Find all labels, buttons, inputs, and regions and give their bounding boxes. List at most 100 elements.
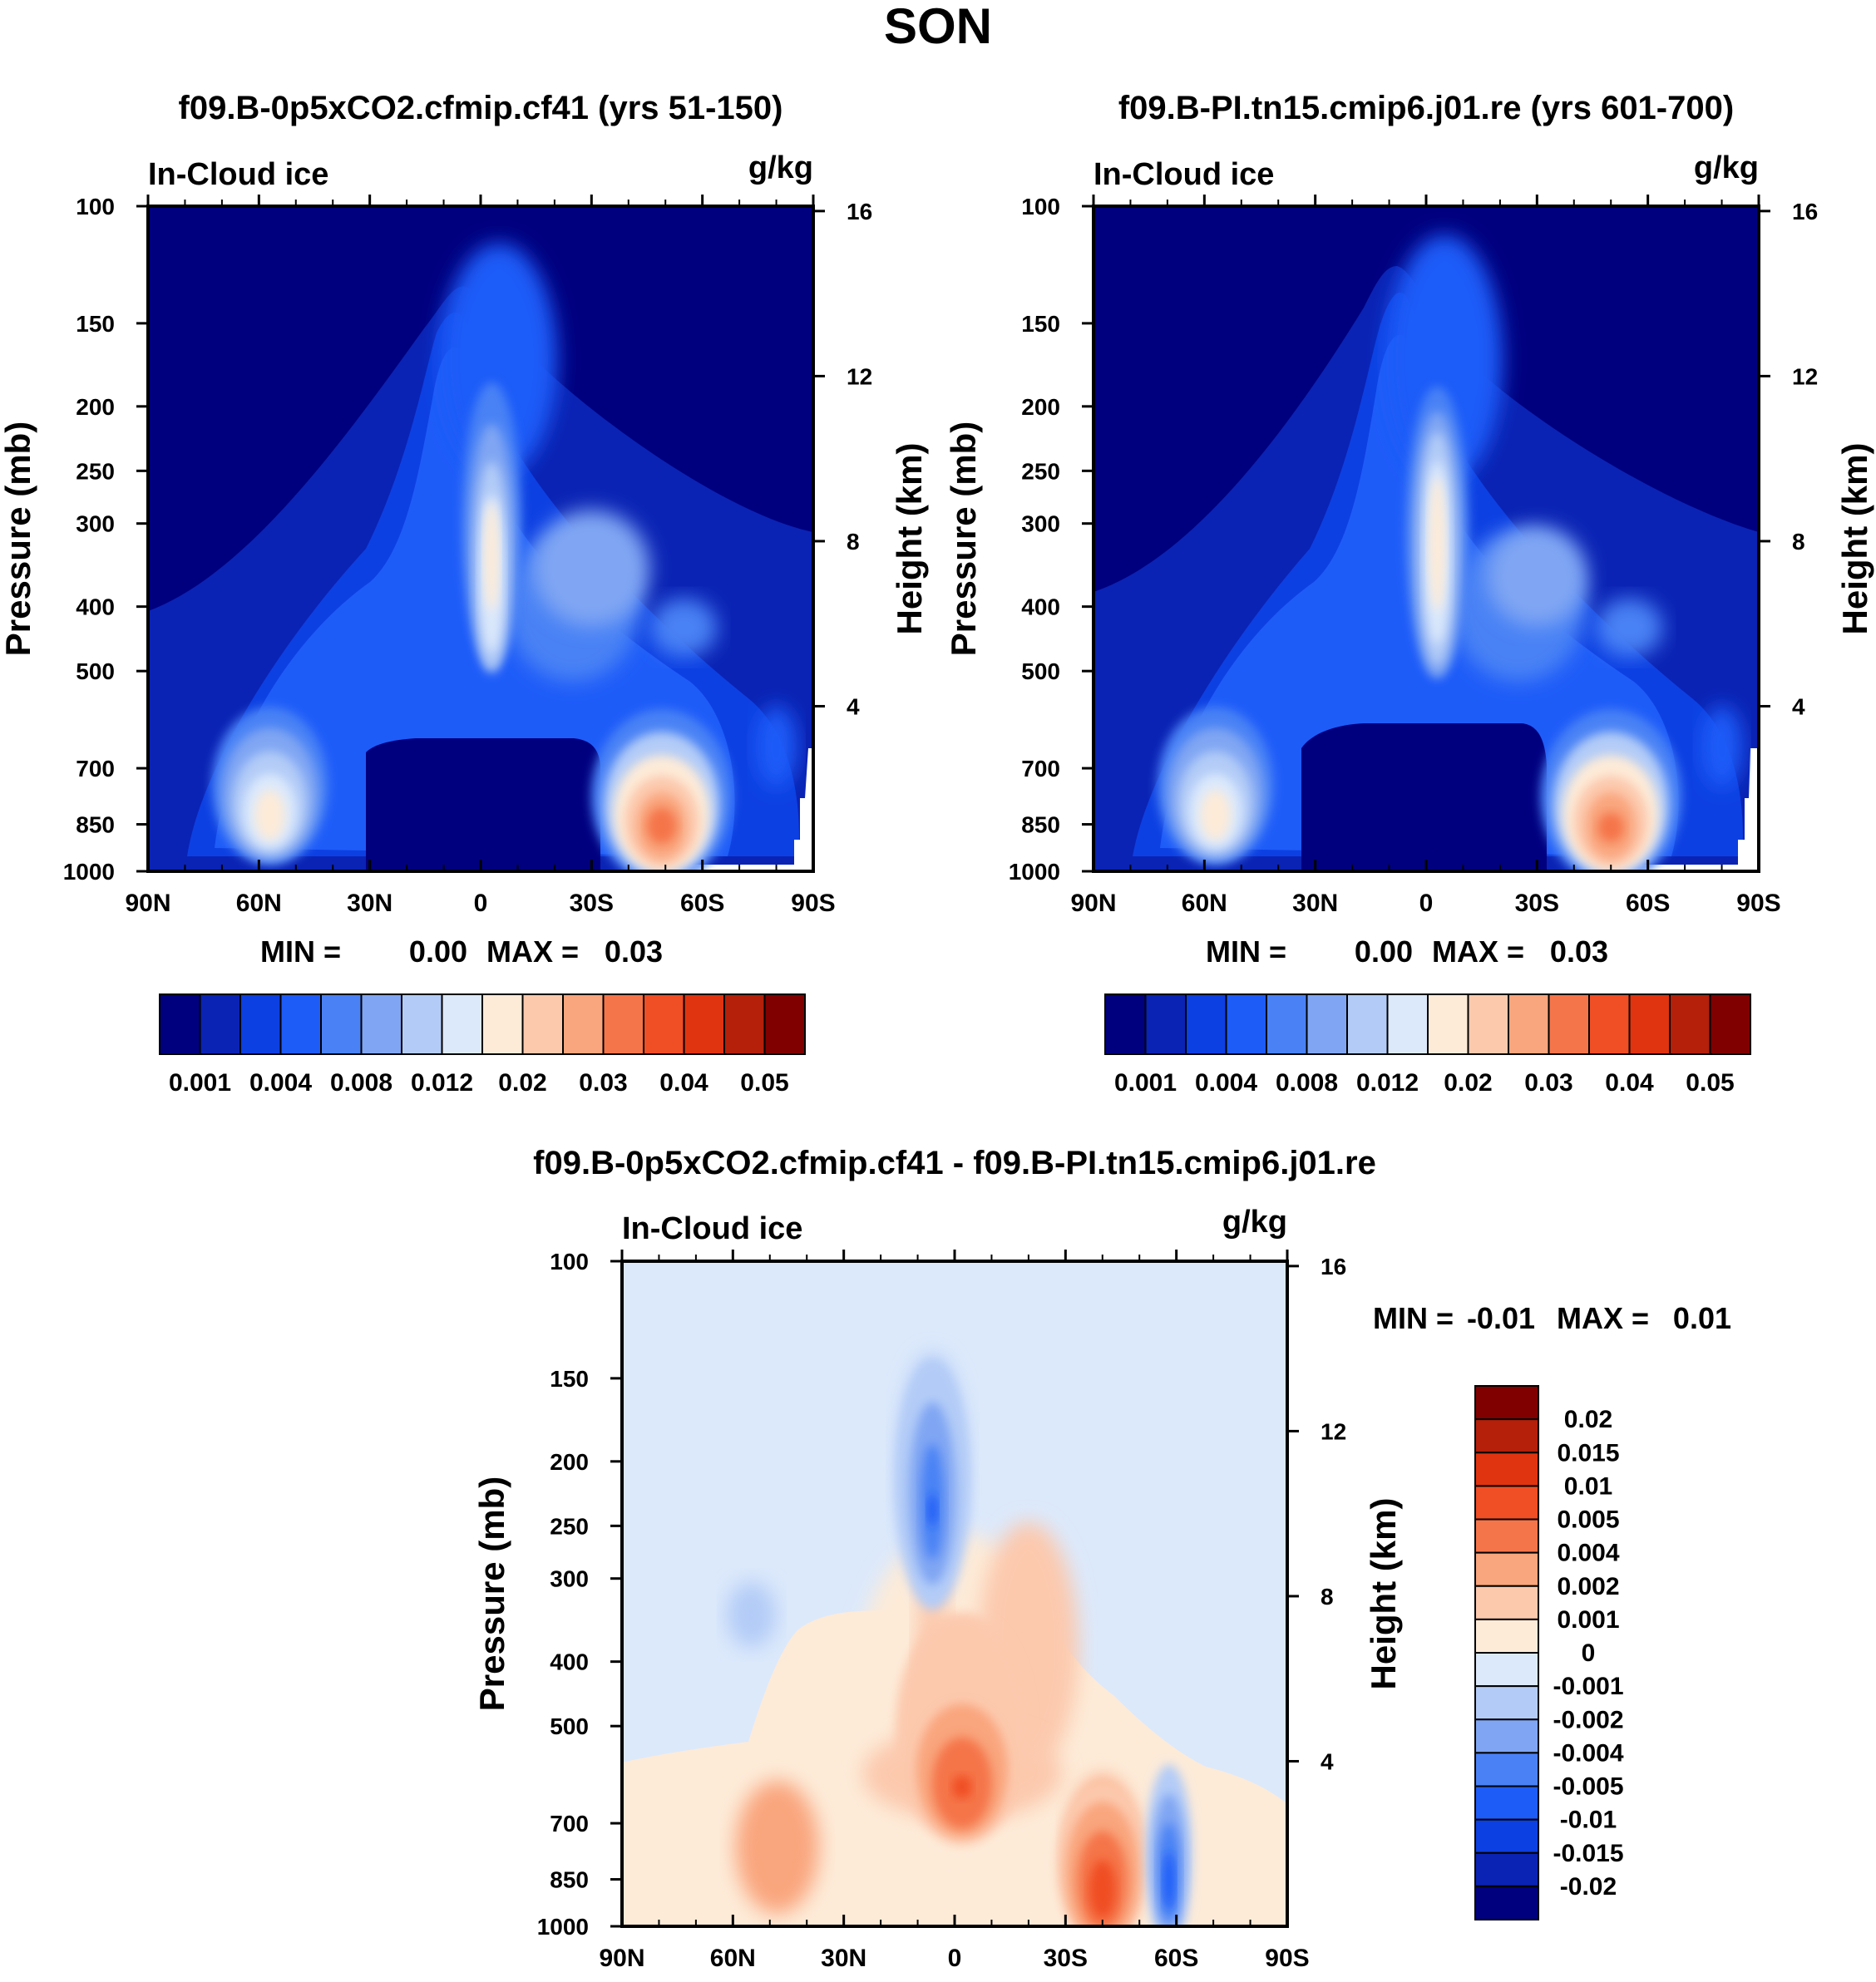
panel-1: f09.B-0p5xCO2.cfmip.cf41 (yrs 51-150) In… bbox=[0, 90, 929, 1097]
panel-3-colorbar-swatch bbox=[1474, 1685, 1539, 1721]
panel-3-colorbar-label: -0.005 bbox=[1553, 1773, 1623, 1801]
panel-3-y-tick-label: 500 bbox=[550, 1713, 589, 1739]
panel-3-y-tick-label: 700 bbox=[550, 1811, 589, 1837]
panel-3-x-tick-label: 90N bbox=[599, 1945, 644, 1972]
panel-1-colorbar-swatch bbox=[481, 993, 524, 1055]
panel-3-x-tick-label: 60N bbox=[710, 1945, 756, 1972]
panel-3-colorbar-label: -0.004 bbox=[1553, 1739, 1623, 1767]
panel-1-colorbar-swatch bbox=[320, 993, 363, 1055]
panel-1-height-tick-label: 4 bbox=[847, 693, 860, 719]
panel-3-colorbar-label: 0.015 bbox=[1557, 1439, 1619, 1467]
panel-2-colorbar-label: 0.04 bbox=[1605, 1069, 1654, 1097]
panel-2-x-tick-label: 30N bbox=[1292, 890, 1338, 917]
panel-3-colorbar-swatch bbox=[1474, 1485, 1539, 1521]
panel-1-x-tick-label: 90S bbox=[791, 890, 835, 917]
panel-3-height-tick-label: 16 bbox=[1321, 1254, 1346, 1279]
panel-1-colorbar: 0.001 0.004 0.008 0.012 0.02 0.03 0.04 0.05 bbox=[159, 993, 806, 1097]
panel-3-colorbar-label: -0.002 bbox=[1553, 1706, 1623, 1733]
panel-1-height-tick-label: 12 bbox=[847, 363, 872, 389]
panel-2-feature-2-contour-5 bbox=[1200, 790, 1231, 841]
panel-2-y-tick-label: 250 bbox=[1021, 458, 1060, 484]
panel-2-feature-1-contour-5 bbox=[1429, 477, 1446, 611]
panel-3-y-tick-label: 200 bbox=[550, 1449, 589, 1475]
panel-2-y-tick-label: 1000 bbox=[1009, 859, 1060, 885]
panel-1-feature-2-contour-5 bbox=[254, 790, 285, 841]
panel-3-plot-area bbox=[622, 1261, 1287, 1926]
panel-3-y-tick-label: 150 bbox=[550, 1366, 589, 1392]
panel-1-min-value: 0.00 bbox=[409, 934, 467, 969]
panel-2-colorbar-swatch bbox=[1225, 993, 1267, 1055]
panel-1-y-tick-label: 850 bbox=[76, 812, 115, 838]
panel-2-axes: 90N 60N 30N 0 30S 60S 90S 100 150 200 250 300 400 500… bbox=[1009, 194, 1818, 917]
panel-3-feature-2-contour-4 bbox=[1089, 1860, 1116, 1919]
panel-3-feature-1-contour-4 bbox=[927, 1493, 938, 1527]
panel-3-colorbar-label: 0.02 bbox=[1564, 1406, 1612, 1433]
panel-3-min-label: MIN = bbox=[1373, 1301, 1454, 1335]
panel-2-y-tick-label: 100 bbox=[1021, 194, 1060, 219]
panel-1-colorbar-swatch bbox=[239, 993, 282, 1055]
panel-1-y-tick-label: 500 bbox=[76, 658, 115, 684]
panel-2-colorbar-swatch bbox=[1508, 993, 1550, 1055]
panel-2-colorbar-label: 0.03 bbox=[1524, 1069, 1572, 1097]
panel-2-feature-3-contour-6 bbox=[1597, 812, 1625, 843]
panel-2-contour-region-3 bbox=[1487, 526, 1587, 627]
panel-1-x-tick-label: 0 bbox=[474, 890, 488, 917]
panel-1-y-tick-label: 700 bbox=[76, 756, 115, 781]
panel-3-colorbar-label: 0.002 bbox=[1557, 1573, 1619, 1600]
panel-1-x-tick-label: 30N bbox=[347, 890, 392, 917]
panel-3-colorbar-swatch bbox=[1474, 1518, 1539, 1554]
panel-1-colorbar-swatch bbox=[723, 993, 766, 1055]
panel-3-colorbar-label: 0.005 bbox=[1557, 1506, 1619, 1534]
panel-1-colorbar-label: 0.05 bbox=[740, 1069, 788, 1097]
panel-2-colorbar-label: 0.05 bbox=[1686, 1069, 1734, 1097]
panel-2-title: f09.B-PI.tn15.cmip6.j01.re (yrs 601-700) bbox=[1118, 90, 1734, 126]
panel-1-colorbar-swatch bbox=[401, 993, 443, 1055]
panel-1-colorbar-swatch bbox=[602, 993, 644, 1055]
panel-3-colorbar-swatch bbox=[1474, 1418, 1539, 1454]
panel-2-colorbar-swatch bbox=[1628, 993, 1671, 1055]
panel-1-ylabel-right: Height (km) bbox=[890, 443, 929, 635]
panel-3-colorbar-label: -0.001 bbox=[1553, 1673, 1623, 1700]
panel-1-y-tick-label: 200 bbox=[76, 394, 115, 420]
panel-1-y-tick-label: 400 bbox=[76, 594, 115, 620]
panel-1-y-tick-label: 150 bbox=[76, 311, 115, 337]
panel-1-variable-label: In-Cloud ice bbox=[148, 157, 328, 192]
panel-2-contour-region-1 bbox=[1386, 234, 1503, 485]
panel-3-feature-3-contour-4 bbox=[1163, 1851, 1175, 1911]
panel-2-colorbar-label: 0.02 bbox=[1444, 1069, 1492, 1097]
panel-2-x-tick-label: 60N bbox=[1182, 890, 1227, 917]
panel-2-max-label: MAX = bbox=[1432, 934, 1524, 969]
panel-3-min-value: -0.01 bbox=[1467, 1301, 1535, 1335]
panel-3-feature-4-contour-4 bbox=[951, 1775, 972, 1799]
panel-3-height-tick-label: 8 bbox=[1321, 1584, 1334, 1610]
panel-2-ylabel-right: Height (km) bbox=[1835, 443, 1874, 635]
panel-2-colorbar-label: 0.012 bbox=[1356, 1069, 1419, 1097]
panel-2-contour-white-missing bbox=[1613, 748, 1759, 871]
panel-1-colorbar-swatch bbox=[279, 993, 322, 1055]
panel-3-colorbar-label: 0.01 bbox=[1564, 1472, 1612, 1500]
panel-2-x-tick-label: 0 bbox=[1419, 890, 1434, 917]
panel-3-colorbar-swatch bbox=[1474, 1785, 1539, 1821]
panel-3-colorbar-label: 0 bbox=[1582, 1639, 1596, 1667]
panel-2-height-tick-label: 8 bbox=[1792, 529, 1805, 555]
panel-2-y-tick-label: 200 bbox=[1021, 394, 1060, 420]
panel-1-contour-white-missing bbox=[665, 748, 813, 871]
panel-3-x-tick-label: 60S bbox=[1154, 1945, 1198, 1972]
panel-3-max-value: 0.01 bbox=[1673, 1301, 1731, 1335]
panel-3-x-tick-label: 90S bbox=[1265, 1945, 1309, 1972]
panel-1-height-tick-label: 16 bbox=[847, 199, 872, 224]
panel-2-colorbar-swatch bbox=[1266, 993, 1308, 1055]
panel-3-colorbar-swatch bbox=[1474, 1885, 1539, 1920]
panel-3-colorbar-swatch bbox=[1474, 1818, 1539, 1854]
panel-2-contour-region-5 bbox=[1701, 705, 1743, 789]
panel-1-colorbar-label: 0.001 bbox=[169, 1069, 231, 1097]
panel-1-contour-region-3 bbox=[533, 510, 650, 627]
panel-2-colorbar-swatch bbox=[1669, 993, 1711, 1055]
panel-2-x-tick-label: 90N bbox=[1070, 890, 1116, 917]
panel-1-units-label: g/kg bbox=[748, 150, 813, 185]
panel-3-colorbar-label: 0.001 bbox=[1557, 1606, 1619, 1634]
panel-3-height-tick-label: 4 bbox=[1321, 1748, 1334, 1774]
panel-1-colorbar-label: 0.008 bbox=[330, 1069, 392, 1097]
panel-2-y-tick-label: 500 bbox=[1021, 658, 1060, 684]
